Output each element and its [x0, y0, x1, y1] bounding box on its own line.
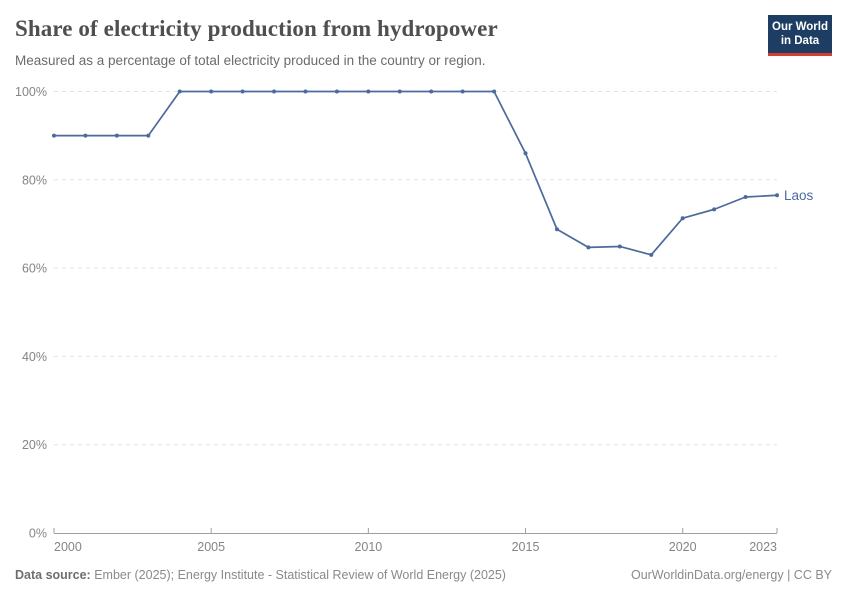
page-title: Share of electricity production from hyd… [15, 16, 498, 41]
x-tick-label-2023: 2023 [749, 540, 777, 554]
x-tick-label-2010: 2010 [354, 540, 382, 554]
data-point-laos-2004[interactable] [177, 89, 182, 94]
footer-separator: | [783, 568, 794, 582]
x-tick-label-2015: 2015 [512, 540, 540, 554]
y-tick-label-60: 60% [22, 262, 47, 276]
data-point-laos-2002[interactable] [114, 133, 119, 138]
series-label-laos[interactable]: Laos [784, 188, 814, 203]
owid-logo-line1: Our World [772, 21, 829, 33]
chart-footer: Data source: Ember (2025); Energy Instit… [15, 568, 832, 582]
origin-link[interactable]: OurWorldinData.org/energy [630, 568, 784, 582]
line-chart[interactable]: 0% 20% 40% 60% 80% 100% 2000 2005 2010 2015 2020 20… [0, 0, 850, 560]
y-tick-label-40: 40% [22, 350, 47, 364]
data-point-laos-2022[interactable] [743, 195, 748, 200]
y-tick-label-80: 80% [22, 173, 47, 187]
x-tick-label-2020: 2020 [669, 540, 697, 554]
data-point-laos-2020[interactable] [680, 216, 685, 221]
data-point-laos-2016[interactable] [554, 227, 559, 232]
data-point-laos-2003[interactable] [146, 133, 151, 138]
data-point-laos-2007[interactable] [272, 89, 277, 94]
data-point-laos-2000[interactable] [52, 133, 56, 138]
data-point-laos-2005[interactable] [209, 89, 214, 94]
owid-logo[interactable]: Our World in Data [768, 15, 832, 56]
y-tick-label-100: 100% [15, 85, 47, 99]
footer-links: OurWorldinData.org/energy | CC BY [631, 568, 832, 582]
data-point-laos-2013[interactable] [460, 89, 465, 94]
license-link[interactable]: CC BY [793, 568, 832, 582]
data-point-laos-2014[interactable] [492, 89, 497, 94]
data-point-laos-2023[interactable] [775, 193, 779, 198]
owid-logo-line2: in Data [780, 35, 820, 48]
data-source-label: Data source: [15, 568, 91, 582]
data-point-laos-2015[interactable] [523, 151, 528, 156]
chart-subtitle: Measured as a percentage of total electr… [15, 53, 486, 68]
x-tick-label-2005: 2005 [197, 540, 225, 554]
data-point-laos-2008[interactable] [303, 89, 308, 94]
data-source-text: Ember (2025); Energy Institute - Statist… [90, 568, 506, 582]
data-point-laos-2018[interactable] [617, 244, 622, 249]
data-point-laos-2009[interactable] [334, 89, 339, 94]
series-line-laos[interactable] [53, 90, 778, 256]
data-point-laos-2019[interactable] [649, 252, 654, 257]
data-point-laos-2017[interactable] [586, 245, 591, 250]
data-point-laos-2012[interactable] [429, 89, 434, 94]
y-tick-label-20: 20% [22, 438, 47, 452]
data-source-note: Data source: Ember (2025); Energy Instit… [15, 568, 506, 582]
x-tick-label-2000: 2000 [54, 540, 82, 554]
data-point-laos-2010[interactable] [366, 89, 371, 94]
data-point-laos-2011[interactable] [397, 89, 402, 94]
data-point-laos-2021[interactable] [712, 207, 717, 212]
data-point-laos-2006[interactable] [240, 89, 245, 94]
y-tick-label-0: 0% [29, 527, 47, 541]
data-point-laos-2001[interactable] [83, 133, 88, 138]
